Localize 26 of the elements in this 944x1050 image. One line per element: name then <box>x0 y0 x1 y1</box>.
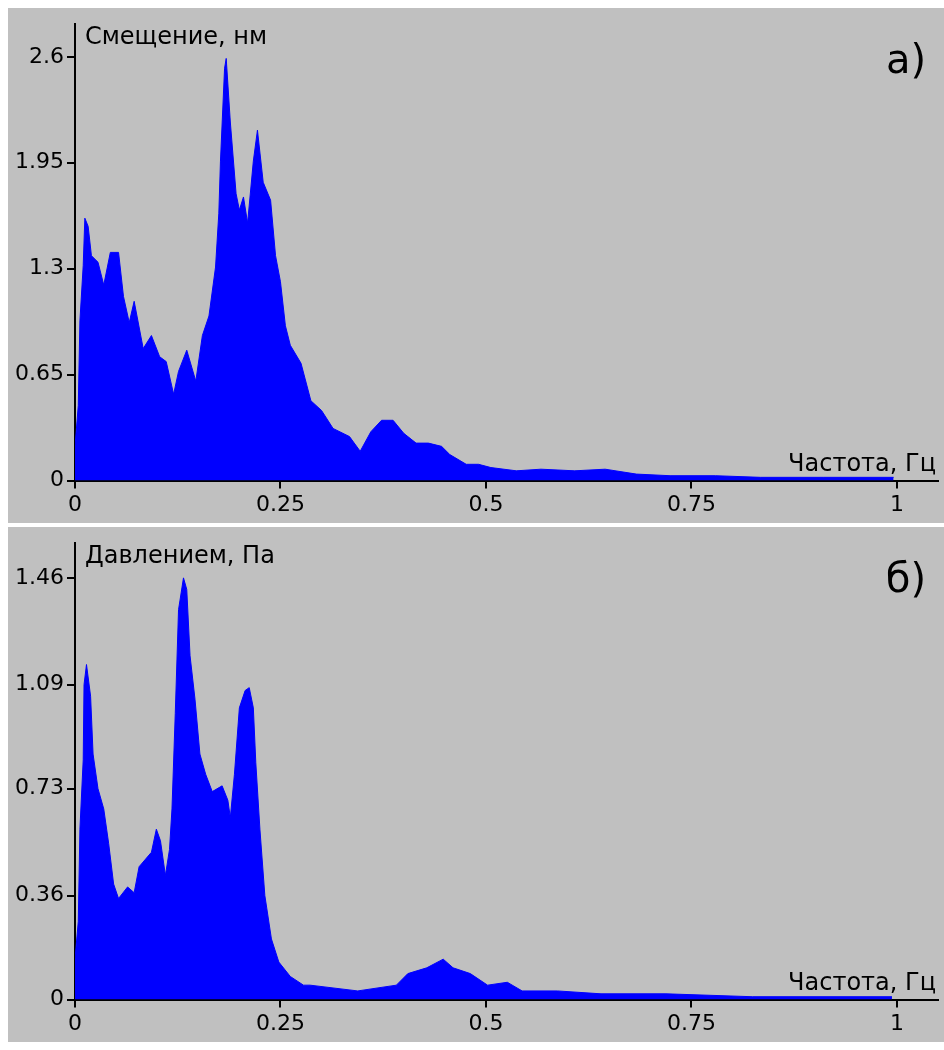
y-tick-label: 0.73 <box>15 774 64 800</box>
y-tick-label: 1.3 <box>28 254 64 280</box>
y-tick-label: 1.09 <box>15 670 64 696</box>
x-tick-label: 0.5 <box>468 490 504 516</box>
y-tick-label: 0.36 <box>15 881 64 907</box>
y-axis-title: Смещение, нм <box>84 22 268 51</box>
annotation: а) <box>885 35 926 82</box>
x-tick-label: 0.25 <box>255 1009 305 1035</box>
y-tick-label: 1.46 <box>15 563 64 589</box>
x-tick-label: 0 <box>67 1009 82 1035</box>
x-tick-label: 1 <box>889 490 904 516</box>
annotation: б) <box>885 554 926 601</box>
x-tick-label: 1 <box>889 1009 904 1035</box>
y-tick-label: 2.6 <box>28 42 64 68</box>
y-axis-title: Давлением, Па <box>84 541 275 570</box>
x-axis-title: Частота, Гц <box>788 967 936 996</box>
y-tick-label: 0 <box>49 985 64 1011</box>
y-tick-label: 1.95 <box>15 148 64 174</box>
y-tick-label: 0 <box>49 466 64 492</box>
y-tick-label: 0.65 <box>15 360 64 386</box>
x-tick-label: 0.5 <box>468 1009 504 1035</box>
x-tick-label: 0 <box>67 490 82 516</box>
x-tick-label: 0.25 <box>255 490 305 516</box>
x-tick-label: 0.75 <box>666 1009 716 1035</box>
x-tick-label: 0.75 <box>666 490 716 516</box>
x-axis-title: Частота, Гц <box>788 448 936 477</box>
